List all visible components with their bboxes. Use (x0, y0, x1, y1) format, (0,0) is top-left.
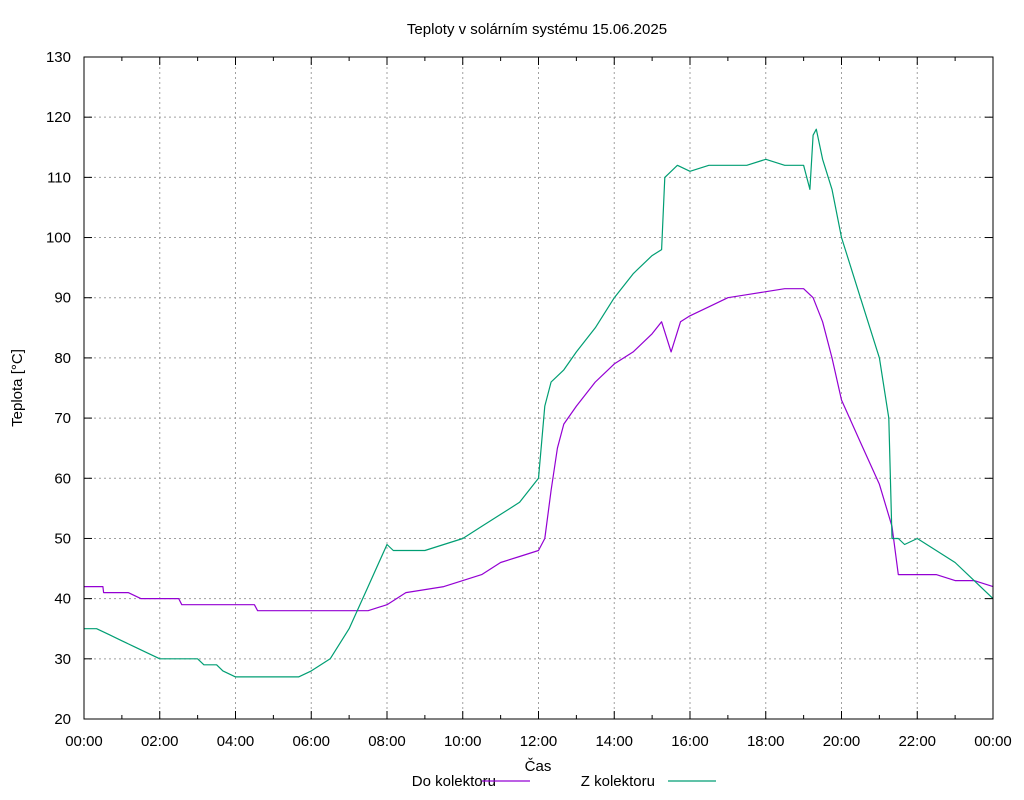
y-tick-label: 90 (54, 290, 71, 307)
y-axis-label: Teplota [°C] (9, 349, 26, 427)
y-tick-label: 20 (54, 711, 71, 728)
x-tick-label: 06:00 (292, 733, 330, 750)
series-line-2 (84, 128, 994, 678)
x-tick-label: 18:00 (747, 733, 785, 750)
y-tick-label: 50 (54, 530, 71, 547)
y-tick-label: 130 (46, 49, 71, 66)
x-tick-label: 04:00 (217, 733, 255, 750)
x-tick-label: 08:00 (368, 733, 406, 750)
ticks-layer: 20 30 40 50 60 70 80 90 100 110 120 130 00:00 02:00 04… (46, 49, 1012, 750)
series-layer (84, 128, 994, 678)
y-tick-label: 30 (54, 651, 71, 668)
x-axis-label: Čas (525, 758, 552, 775)
x-tick-label: 10:00 (444, 733, 482, 750)
y-tick-label: 60 (54, 470, 71, 487)
x-tick-label: 12:00 (520, 733, 558, 750)
y-tick-label: 80 (54, 350, 71, 367)
x-tick-label: 22:00 (898, 733, 936, 750)
x-tick-label: 00:00 (974, 733, 1012, 750)
x-tick-label: 02:00 (141, 733, 179, 750)
y-tick-label: 100 (46, 230, 71, 247)
y-tick-label: 110 (47, 169, 71, 186)
y-tick-label: 120 (46, 109, 71, 126)
grid-layer (84, 57, 993, 719)
y-tick-label: 40 (54, 591, 71, 608)
x-tick-label: 00:00 (65, 733, 103, 750)
legend: Do kolektoru Z kolektoru (412, 773, 716, 790)
x-tick-label: 16:00 (671, 733, 709, 750)
chart-title: Teploty v solárním systému 15.06.2025 (407, 21, 667, 38)
y-tick-label: 70 (54, 410, 71, 427)
legend-label: Do kolektoru (412, 773, 496, 790)
x-tick-label: 14:00 (595, 733, 633, 750)
series-line-1 (84, 288, 994, 612)
x-tick-label: 20:00 (823, 733, 861, 750)
legend-label: Z kolektoru (581, 773, 655, 790)
